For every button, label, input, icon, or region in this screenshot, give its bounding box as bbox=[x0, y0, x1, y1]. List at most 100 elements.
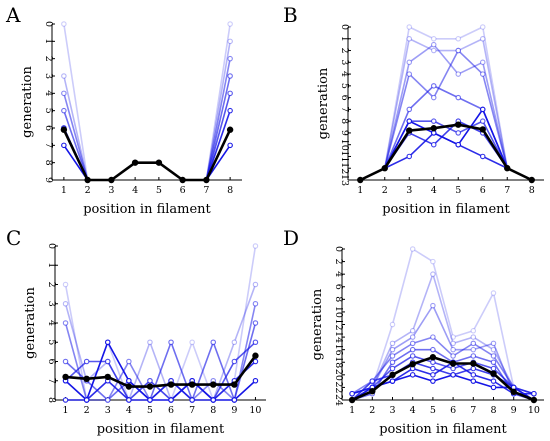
x-tick-label: 6 bbox=[480, 185, 486, 196]
y-tick-label: 0 bbox=[43, 21, 54, 27]
y-tick-label: 0 bbox=[333, 246, 344, 252]
series-line bbox=[359, 26, 533, 181]
series-point bbox=[83, 397, 90, 403]
panel-letter: D bbox=[283, 226, 299, 250]
series-line bbox=[63, 23, 231, 181]
mean-point bbox=[369, 387, 376, 395]
y-tick-label: 2 bbox=[46, 281, 57, 287]
y-tick-label: 6 bbox=[43, 125, 54, 131]
series-point bbox=[430, 41, 437, 48]
series-point bbox=[61, 107, 67, 114]
series-point bbox=[252, 300, 259, 307]
mean-point bbox=[504, 165, 511, 172]
x-tick-label: 5 bbox=[156, 185, 162, 196]
series-line bbox=[359, 37, 533, 181]
x-tick-label: 2 bbox=[85, 185, 91, 196]
series-point bbox=[389, 359, 396, 365]
series-point bbox=[490, 359, 497, 365]
series-point bbox=[531, 390, 537, 397]
series-point bbox=[490, 340, 497, 347]
series-point bbox=[406, 106, 412, 113]
series-point bbox=[470, 353, 477, 359]
series-point bbox=[147, 339, 153, 345]
series-point bbox=[406, 153, 412, 160]
y-tick-label: 1 bbox=[43, 38, 54, 44]
series-point bbox=[389, 378, 396, 384]
series-point bbox=[409, 328, 416, 334]
mean-point bbox=[62, 373, 69, 381]
y-tick-label: 9 bbox=[339, 130, 350, 136]
series-point bbox=[450, 353, 456, 359]
y-tick-label: 3 bbox=[46, 301, 57, 307]
y-tick-label: 4 bbox=[43, 90, 54, 96]
x-tick-label: 7 bbox=[189, 405, 195, 416]
series-point bbox=[252, 320, 259, 326]
mean-point bbox=[60, 126, 68, 133]
series-point bbox=[406, 36, 412, 42]
mean-point bbox=[381, 165, 388, 172]
series-point bbox=[455, 94, 461, 101]
series-point bbox=[349, 390, 355, 397]
y-tick-label: 1 bbox=[46, 262, 57, 268]
series-point bbox=[62, 300, 69, 307]
series-point bbox=[479, 59, 486, 66]
mean-point bbox=[83, 375, 90, 383]
y-tick-label: 3 bbox=[339, 59, 350, 65]
series-line bbox=[359, 49, 533, 181]
series-point bbox=[470, 372, 477, 378]
x-tick-label: 6 bbox=[450, 405, 456, 416]
series-line bbox=[63, 75, 231, 181]
series-point bbox=[490, 378, 497, 384]
series-point bbox=[490, 365, 497, 372]
x-axis-title: position in filament bbox=[382, 202, 510, 217]
series-point bbox=[105, 397, 111, 403]
series-point bbox=[490, 353, 497, 359]
series-point bbox=[430, 258, 436, 265]
series-point bbox=[470, 378, 477, 384]
x-tick-label: 7 bbox=[203, 185, 209, 196]
y-tick-label: 5 bbox=[46, 339, 57, 345]
series-point bbox=[231, 397, 238, 403]
y-tick-label: 11 bbox=[339, 150, 350, 162]
series-point bbox=[389, 365, 396, 372]
y-axis-title: generation bbox=[23, 287, 38, 359]
x-tick-label: 8 bbox=[490, 405, 496, 416]
series-point bbox=[105, 358, 111, 365]
series-point bbox=[126, 377, 132, 384]
panel-a: 1 2 3 4 5 6 7 8 0 1 2 3 4 5 6 7 8 9 position in filament ge… bbox=[5, 3, 242, 217]
series-point bbox=[430, 83, 437, 89]
mean-point bbox=[348, 396, 356, 404]
series-line bbox=[64, 284, 257, 401]
y-tick-label: 24 bbox=[333, 394, 344, 406]
y-tick-label: 0 bbox=[46, 243, 57, 249]
series-point bbox=[479, 106, 486, 113]
y-tick-label: 8 bbox=[43, 160, 54, 166]
x-tick-label: 3 bbox=[108, 185, 114, 196]
series-point bbox=[450, 340, 456, 347]
x-tick-label: 5 bbox=[147, 405, 153, 416]
series-point bbox=[430, 36, 437, 42]
series-point bbox=[389, 353, 396, 359]
series-line bbox=[359, 132, 533, 181]
series-point bbox=[470, 365, 477, 372]
series-point bbox=[389, 346, 396, 353]
y-tick-label: 0 bbox=[339, 24, 350, 30]
panel-letter: B bbox=[283, 3, 298, 27]
series-point bbox=[455, 47, 461, 54]
y-tick-label: 16 bbox=[333, 344, 344, 356]
series-point bbox=[252, 358, 259, 365]
x-tick-label: 8 bbox=[210, 405, 216, 416]
series-line bbox=[351, 273, 535, 395]
series-point bbox=[455, 36, 461, 42]
series-point bbox=[479, 71, 486, 77]
series-point bbox=[470, 346, 477, 353]
y-tick-label: 8 bbox=[339, 118, 350, 124]
series-point bbox=[430, 271, 436, 277]
y-tick-label: 7 bbox=[339, 106, 350, 112]
mean-line bbox=[351, 355, 535, 402]
series-point bbox=[409, 334, 416, 340]
mean-point bbox=[389, 371, 396, 379]
y-tick-label: 12 bbox=[339, 162, 350, 174]
x-tick-label: 3 bbox=[406, 185, 412, 196]
